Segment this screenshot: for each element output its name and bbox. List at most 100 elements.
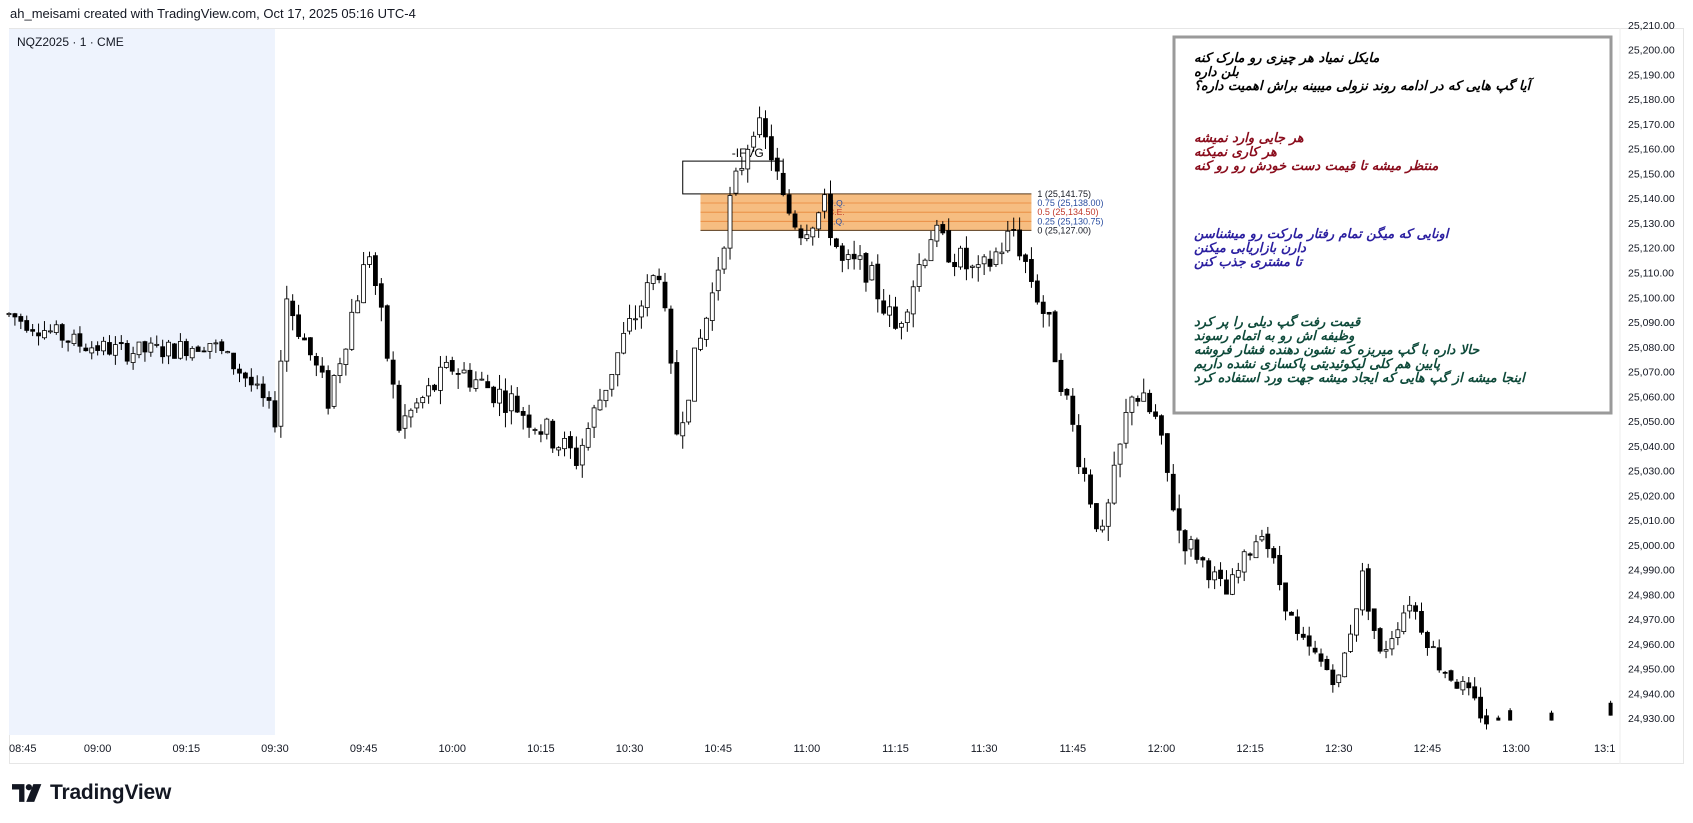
candle <box>414 397 420 413</box>
candle-body-up <box>177 341 183 359</box>
candle <box>786 189 792 216</box>
candle <box>1348 624 1353 653</box>
candle-body-down <box>231 352 236 370</box>
candle <box>1401 605 1407 635</box>
candle-body-down <box>1176 508 1182 531</box>
candle-body-down <box>1082 467 1088 474</box>
candle-body-up <box>845 254 851 260</box>
candle <box>798 224 804 246</box>
candle-body-down <box>485 381 491 389</box>
candle-body-down <box>503 390 508 413</box>
candle-body-down <box>107 342 112 355</box>
candle-body-up <box>130 353 136 363</box>
candle <box>1330 664 1336 693</box>
candle <box>1040 295 1046 328</box>
symbol-label[interactable]: NQZ2025 · 1 · CME <box>17 35 124 49</box>
candle <box>969 264 975 279</box>
candle <box>875 254 881 313</box>
note-line: تا مشتری جذب کنن <box>1194 255 1304 270</box>
ifvg-level-label: 1 (25,141.75) <box>1037 189 1091 199</box>
candle-body-up <box>603 389 609 402</box>
candle-body-up <box>53 324 59 333</box>
candle-body-up <box>166 341 171 357</box>
time-axis[interactable]: 08:45 09:00 09:15 09:30 09:45 10:00 10:15 10:30… <box>9 743 1615 755</box>
candle <box>349 298 355 351</box>
candle <box>36 323 41 346</box>
candle <box>438 356 443 405</box>
candle-body-up <box>408 409 414 418</box>
candle <box>373 252 378 295</box>
candle <box>1389 630 1395 656</box>
candle-body-up <box>148 342 154 353</box>
candle-body-down <box>1182 530 1188 552</box>
candle <box>166 339 171 365</box>
candle <box>1259 529 1265 542</box>
candle-body-down <box>455 373 461 375</box>
candle-body-down <box>1170 473 1176 511</box>
candle <box>355 295 361 314</box>
candle-body-down <box>514 395 520 413</box>
candle <box>768 124 774 171</box>
candle <box>1094 503 1099 532</box>
candle <box>89 341 95 360</box>
candle <box>881 288 887 316</box>
candle <box>1076 414 1082 475</box>
candle <box>254 375 260 390</box>
candle-body-up <box>1348 633 1353 652</box>
candle <box>130 346 136 370</box>
candle <box>1224 570 1229 595</box>
candle-body-down <box>124 342 130 362</box>
candle <box>1064 387 1070 400</box>
candle <box>491 385 497 408</box>
candle <box>420 395 426 409</box>
candle <box>538 424 544 443</box>
candle-body-down <box>1466 682 1472 689</box>
candle-body-down <box>1549 712 1554 721</box>
candle <box>278 349 284 438</box>
candle <box>887 294 892 328</box>
candle <box>780 158 786 197</box>
candle <box>1472 677 1478 701</box>
candle <box>550 419 556 453</box>
candle-body-down <box>260 383 266 399</box>
candle-body-down <box>550 420 556 449</box>
candle-body-up <box>804 234 810 240</box>
candle-body-down <box>987 258 993 267</box>
candle-body-up <box>922 259 928 267</box>
candle <box>1088 469 1093 508</box>
time-tick-label: 09:15 <box>173 743 201 755</box>
candle-body-down <box>1247 553 1253 556</box>
candle <box>1383 640 1389 659</box>
candle <box>449 356 455 375</box>
candle <box>1029 247 1034 288</box>
time-tick-label: 12:00 <box>1148 743 1176 755</box>
candle <box>792 210 798 230</box>
candle <box>1170 464 1176 512</box>
candle-body-down <box>1271 548 1277 559</box>
candle-body-down <box>1194 539 1200 560</box>
price-tick-label: 25,110.00 <box>1628 268 1674 280</box>
candle <box>839 243 845 273</box>
candle-body-down <box>1064 388 1070 396</box>
candle-body-down <box>308 337 313 356</box>
candle <box>1034 274 1040 305</box>
price-axis[interactable]: 24,930.00 24,940.00 24,950.00 24,960.00 24,9… <box>1628 20 1675 725</box>
candle <box>432 383 437 392</box>
candle <box>834 237 839 249</box>
candle <box>556 446 562 457</box>
ifvg-annotation[interactable]: -IFVG 1 (25,141.75)0.75 (25,138.00)0.5 (… <box>682 146 1104 235</box>
attribution-text: ah_meisami created with TradingView.com,… <box>10 6 416 21</box>
candle-body-down <box>520 411 526 416</box>
candle <box>1407 596 1413 619</box>
candle-body-up <box>1229 574 1235 595</box>
candle <box>207 343 213 359</box>
candle-body-up <box>1389 638 1395 650</box>
candle <box>1129 395 1135 426</box>
candle <box>1105 498 1111 541</box>
tradingview-logo[interactable]: TradingView <box>12 781 171 805</box>
candle <box>1425 630 1430 656</box>
price-tick-label: 25,040.00 <box>1628 441 1675 453</box>
time-tick-label: 10:30 <box>616 743 644 755</box>
